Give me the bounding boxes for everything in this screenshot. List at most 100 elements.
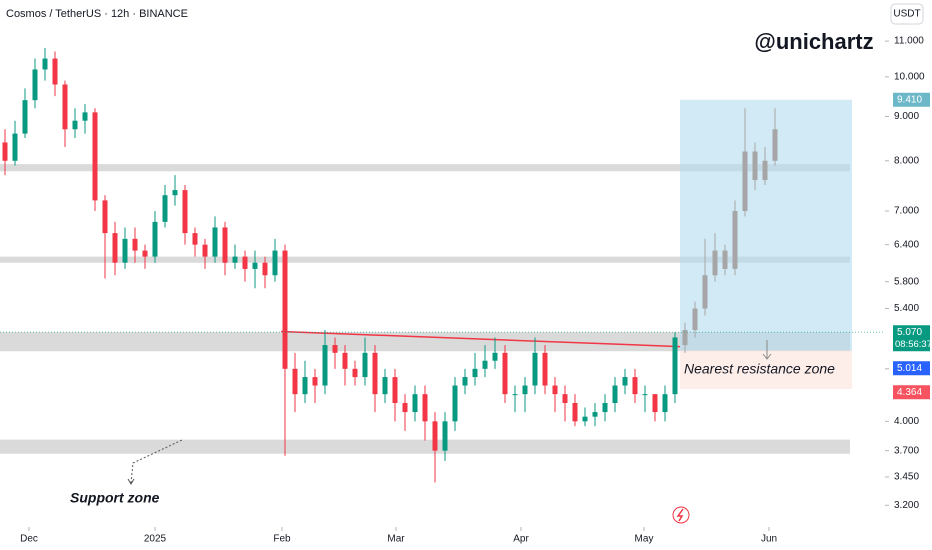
candle-body [652, 394, 658, 413]
y-tick-label: 9.000 [894, 111, 919, 122]
candle-body [152, 221, 158, 257]
candle-body [472, 368, 478, 378]
y-tick-label: 3.450 [894, 472, 919, 483]
plot [0, 47, 885, 483]
candle-body [2, 142, 8, 161]
candle-body [502, 352, 508, 395]
candle-body [102, 200, 108, 234]
candle-body [432, 421, 438, 451]
price-tag-label: 9.410 [897, 94, 922, 105]
candle-body [302, 377, 308, 395]
price-tag-label: 4.364 [897, 387, 922, 398]
candle-body [352, 368, 358, 378]
candle-body [752, 151, 758, 181]
candle-body [182, 190, 188, 234]
candle-body [682, 330, 688, 346]
candle-body [62, 84, 68, 130]
candle-body [392, 377, 398, 404]
event-bolt [676, 508, 684, 522]
candle-body [142, 250, 148, 257]
event-icon[interactable] [672, 506, 690, 524]
candle-body [282, 250, 288, 369]
y-tick-label: 5.800 [894, 276, 919, 287]
candle-body [422, 394, 428, 422]
candle-body [452, 385, 458, 422]
candle-body [12, 133, 18, 161]
candle-body [212, 227, 218, 257]
y-tick-label: 6.400 [894, 239, 919, 250]
resistance-box [680, 350, 852, 389]
candle-body [72, 120, 78, 130]
price-tag [893, 92, 930, 107]
x-tick-label: 2025 [144, 534, 167, 545]
candle-body [642, 394, 648, 396]
candle-body [512, 394, 518, 396]
y-tick-label: 5.400 [894, 303, 919, 314]
candle-body [192, 233, 198, 245]
candle-body [362, 352, 368, 378]
candle-body [572, 403, 578, 422]
support-arrow [130, 439, 183, 484]
currency-box[interactable] [890, 3, 924, 25]
candle-body [312, 377, 318, 386]
candle-body [772, 129, 778, 161]
candle-body [612, 385, 618, 404]
zone [0, 256, 850, 263]
support-arrow-head [127, 478, 135, 485]
candle-body [382, 377, 388, 395]
candle-body [42, 58, 48, 70]
currency: USDT [893, 9, 920, 20]
price-tag-label: 5.014 [897, 363, 922, 374]
price-tag-timer: 08:56:37 [895, 339, 932, 350]
resistance-arrow [762, 340, 772, 360]
candle-body [222, 227, 228, 263]
candle-body [532, 352, 538, 386]
candle-body [32, 69, 38, 101]
zone [0, 332, 850, 352]
y-tick-label: 3.200 [894, 500, 919, 511]
resistance-label: Nearest resistance zone [684, 361, 835, 377]
candle-body [372, 352, 378, 395]
x-tick-label: Dec [20, 534, 38, 545]
candle-body [632, 377, 638, 395]
candle-body [172, 190, 178, 196]
price-tag [893, 385, 930, 400]
price-tag [893, 361, 930, 376]
y-tick-label: 3.700 [894, 445, 919, 456]
candle-body [112, 233, 118, 263]
candle-body [342, 352, 348, 369]
candle-body [662, 394, 668, 413]
candle-body [552, 385, 558, 395]
x-tick-label: Jun [761, 534, 777, 545]
trendline [280, 330, 681, 348]
candle-body [442, 421, 448, 451]
candle-body [322, 345, 328, 386]
candle-body [672, 337, 678, 395]
candle-body [622, 377, 628, 386]
price-tag-label: 5.070 [897, 327, 922, 338]
watermark: @unichartz [754, 29, 873, 54]
candle-body [692, 308, 698, 331]
candle-body [92, 112, 98, 201]
candle-body [492, 352, 498, 361]
candle-body [332, 345, 338, 353]
candle-body [242, 256, 248, 269]
candle-body [732, 210, 738, 269]
y-tick-label: 4.000 [894, 416, 919, 427]
x-tick-label: May [635, 534, 654, 545]
y-tick-label: 7.000 [894, 206, 919, 217]
candle-body [562, 394, 568, 404]
candle-body [462, 377, 468, 386]
candle-body [262, 262, 268, 276]
candle-body [132, 238, 138, 251]
candle-body [582, 416, 588, 422]
target-box [680, 99, 852, 351]
candle-body [542, 352, 548, 386]
candle-body [52, 58, 58, 85]
x-tick-label: Feb [273, 534, 291, 545]
candle-body [702, 275, 708, 309]
candle-body [592, 412, 598, 417]
candle-body [522, 385, 528, 395]
candle-body [252, 262, 258, 269]
